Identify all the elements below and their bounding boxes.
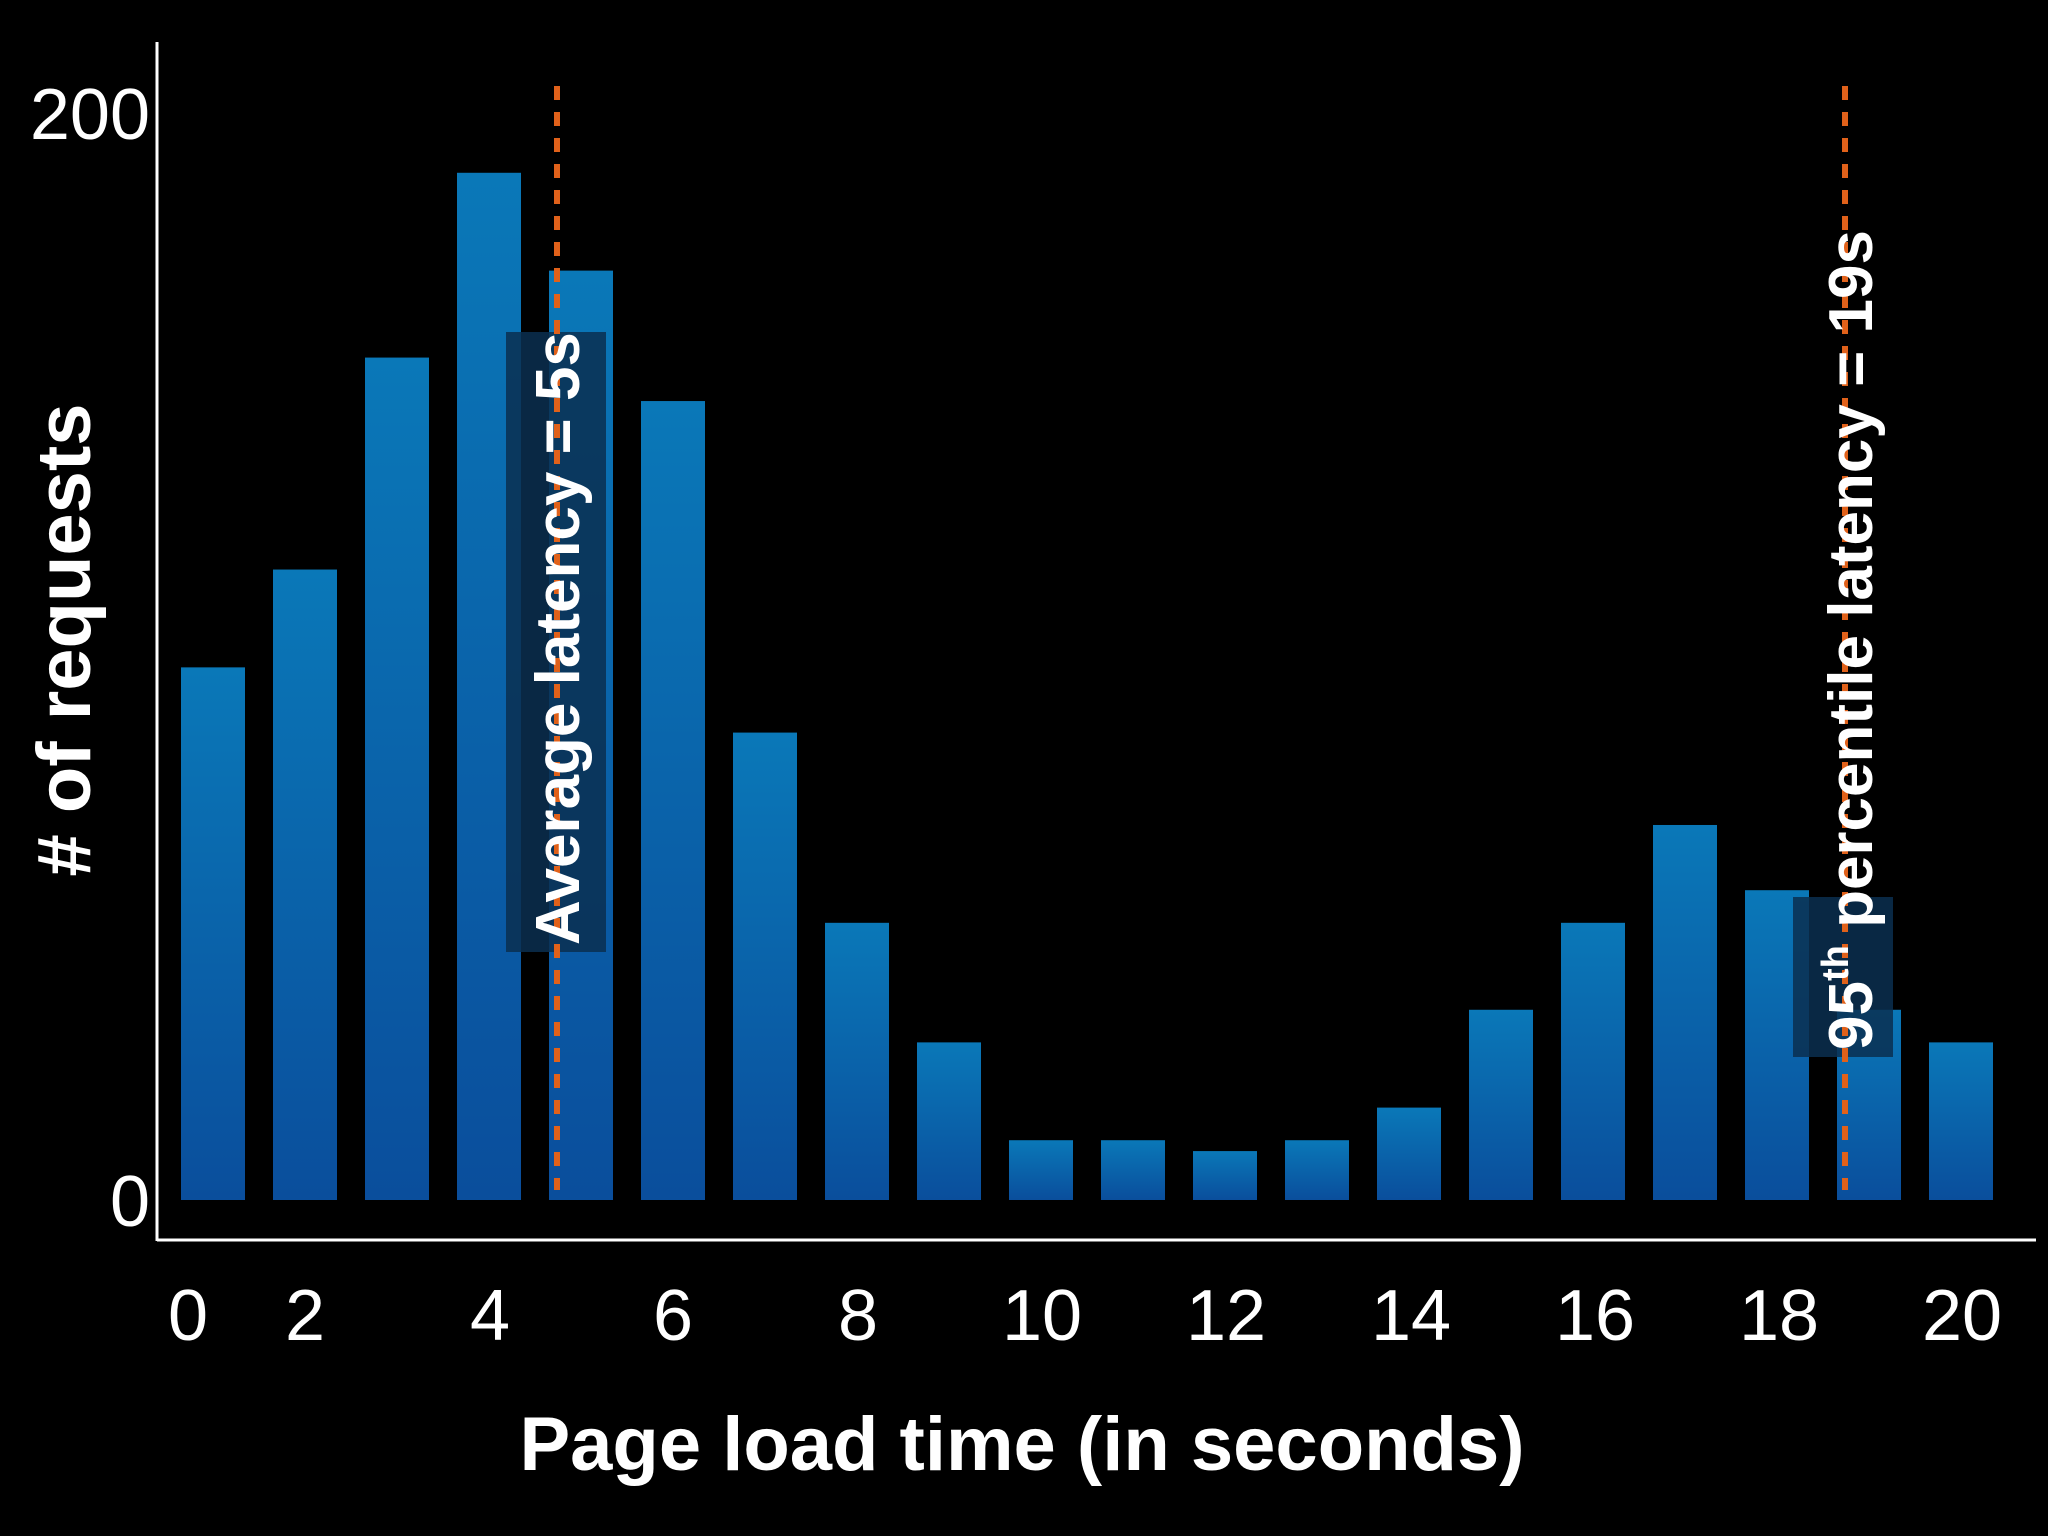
bar-14: [1469, 1009, 1533, 1200]
percentile-label-number: 95: [1817, 981, 1886, 1050]
bar-15: [1561, 922, 1625, 1200]
bar-5: [641, 401, 705, 1200]
x-tick-label: 2: [285, 1276, 325, 1356]
axes-layer: [155, 42, 2036, 1242]
x-tick-label: 12: [1186, 1276, 1266, 1356]
bar-8: [917, 1042, 981, 1200]
bar-13: [1377, 1107, 1441, 1200]
bar-2: [365, 357, 429, 1200]
bar-11: [1193, 1151, 1257, 1200]
x-tick-label: 20: [1922, 1276, 2002, 1356]
x-tick-label: 18: [1739, 1276, 1819, 1356]
bar-0: [181, 667, 245, 1200]
x-tick-label: 6: [653, 1276, 693, 1356]
bar-16: [1653, 824, 1717, 1200]
bar-12: [1285, 1140, 1349, 1200]
bar-19: [1929, 1042, 1993, 1200]
x-axis-title: Page load time (in seconds): [519, 1402, 1524, 1487]
x-tick-label: 10: [1002, 1276, 1082, 1356]
percentile-label-superscript: th: [1815, 945, 1857, 981]
percentile-label-text: percentile latency = 19s: [1817, 230, 1886, 945]
bar-9: [1009, 1140, 1073, 1200]
x-tick-label: 14: [1371, 1276, 1451, 1356]
x-ticks: 0 2 4 6 8 10 12 14 16 18 20: [168, 1276, 2002, 1356]
average-latency-label: Average latency = 5s: [524, 332, 593, 945]
y-tick-label: 200: [30, 75, 150, 155]
y-ticks: 0 200: [30, 75, 150, 1242]
bar-7: [825, 922, 889, 1200]
bar-6: [733, 732, 797, 1200]
y-axis-title: # of requests: [22, 403, 107, 876]
x-tick-label: 8: [838, 1276, 878, 1356]
x-tick-label: 4: [470, 1276, 510, 1356]
y-tick-label: 0: [110, 1162, 150, 1242]
bar-1: [273, 569, 337, 1200]
annotations-layer: Average latency = 5s 95th percentile late…: [506, 86, 1893, 1190]
percentile-latency-label: 95th percentile latency = 19s: [1815, 230, 1886, 1050]
bar-10: [1101, 1140, 1165, 1200]
bars-layer: [181, 172, 1993, 1200]
x-tick-label: 16: [1555, 1276, 1635, 1356]
x-tick-label: 0: [168, 1276, 208, 1356]
